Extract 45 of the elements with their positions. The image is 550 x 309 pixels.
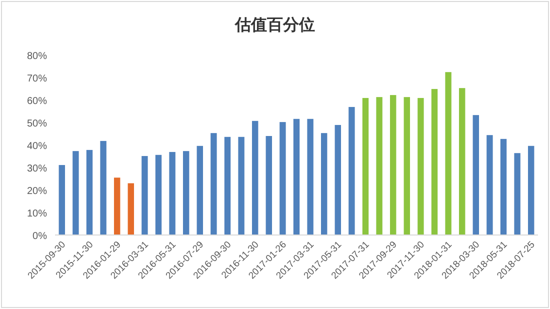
bar xyxy=(280,122,286,235)
bar xyxy=(224,136,231,235)
bar xyxy=(100,140,106,235)
bar xyxy=(362,98,369,235)
bar xyxy=(169,152,176,235)
bar xyxy=(404,97,410,235)
bar xyxy=(293,118,300,235)
y-tick-label: 40% xyxy=(26,141,48,152)
y-tick-label: 0% xyxy=(32,231,48,242)
y-tick-label: 80% xyxy=(26,51,48,62)
bar xyxy=(458,88,466,235)
bar xyxy=(196,146,204,235)
bar xyxy=(472,115,480,235)
bar xyxy=(348,106,355,235)
bar xyxy=(528,146,534,235)
bar xyxy=(128,183,134,235)
bar xyxy=(445,72,452,235)
bar xyxy=(307,118,314,235)
y-tick-label: 20% xyxy=(26,186,48,197)
bar xyxy=(514,153,520,235)
bar xyxy=(418,98,424,235)
bar xyxy=(114,178,120,235)
bar xyxy=(376,97,382,235)
bar xyxy=(238,136,244,235)
bar xyxy=(182,151,190,235)
bar xyxy=(142,156,148,235)
bar xyxy=(486,135,493,235)
bar xyxy=(334,124,342,235)
y-tick-label: 50% xyxy=(26,118,48,130)
title: 估值百分位 xyxy=(235,17,315,34)
bar xyxy=(390,95,396,235)
bar xyxy=(210,133,217,235)
y-tick-label: 30% xyxy=(26,164,48,174)
y-tick-label: 10% xyxy=(26,208,48,220)
bar xyxy=(252,120,258,235)
bar xyxy=(431,88,438,235)
bar xyxy=(320,133,328,235)
bar xyxy=(58,165,66,235)
y-tick-label: 60% xyxy=(26,96,48,107)
bar xyxy=(86,150,93,235)
y-tick-label: 70% xyxy=(26,74,48,84)
bar xyxy=(155,154,162,235)
bar xyxy=(500,138,507,235)
bar xyxy=(72,151,79,235)
bar xyxy=(266,136,272,235)
